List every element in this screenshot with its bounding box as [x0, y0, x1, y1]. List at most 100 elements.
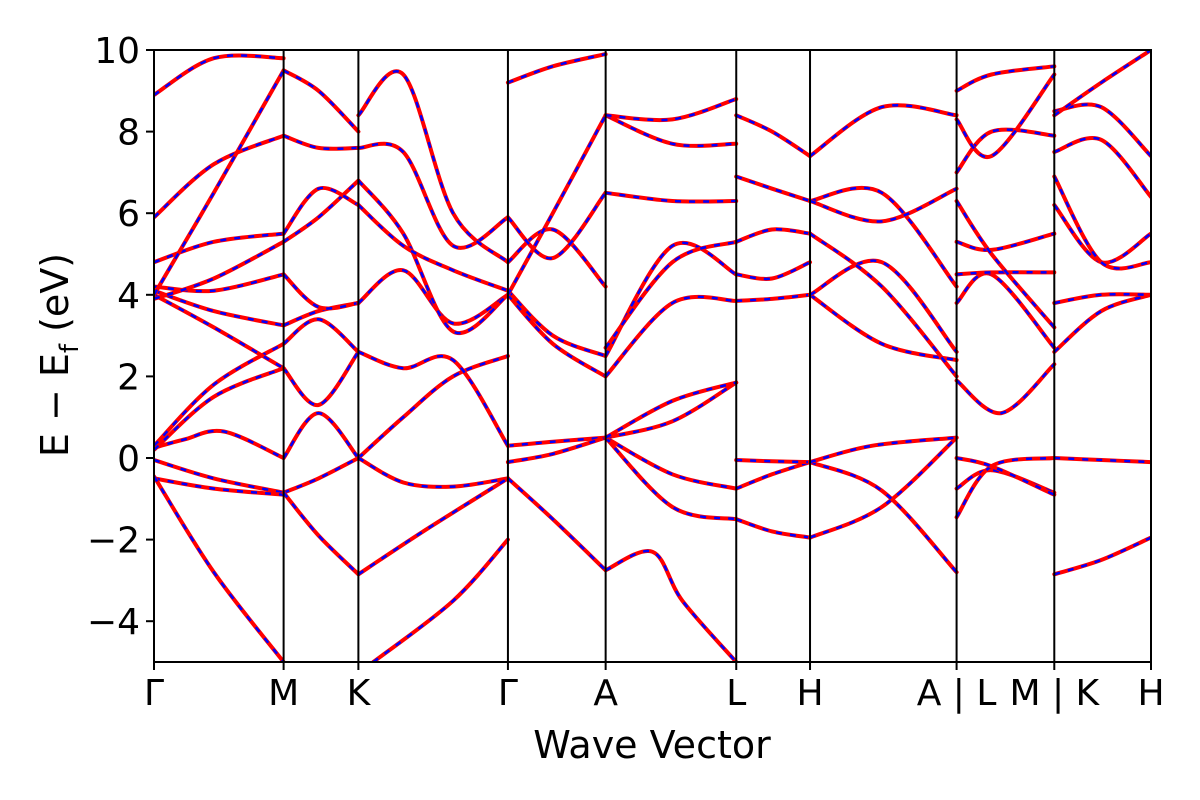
- band-line-dashed: [604, 240, 737, 349]
- x-tick-label: A | L: [917, 673, 997, 714]
- band-line-dashed: [507, 228, 607, 288]
- x-tick-label: K: [347, 673, 372, 714]
- x-tick-label: H: [1137, 673, 1164, 714]
- band-line-dashed: [154, 458, 284, 494]
- x-tick-label: M | K: [1009, 673, 1100, 714]
- band-line-dashed: [1054, 103, 1151, 157]
- band-line-dashed: [154, 475, 285, 662]
- band-line-dashed: [955, 73, 1056, 159]
- band-line-dashed: [955, 128, 1055, 174]
- x-tick-label: L: [726, 673, 746, 714]
- y-tick-label: 4: [117, 276, 140, 317]
- band-line-dashed: [1053, 175, 1151, 270]
- x-tick-label: A: [593, 673, 618, 714]
- band-line-dashed: [605, 549, 738, 662]
- band-line-dashed: [358, 142, 509, 250]
- band-line-dashed: [154, 293, 285, 370]
- band-line-solid: [734, 460, 812, 491]
- band-line-solid: [734, 260, 812, 281]
- band-line-dashed: [809, 293, 957, 362]
- band-line-solid: [505, 288, 608, 358]
- band-line-dashed: [956, 65, 1055, 92]
- y-tick-label: −2: [87, 521, 140, 562]
- band-line-solid: [734, 227, 812, 244]
- x-tick-label: H: [796, 673, 823, 714]
- band-line-dashed: [357, 204, 509, 292]
- band-line-dashed: [357, 477, 509, 576]
- band-line-dashed: [809, 436, 958, 539]
- band-line-dashed: [735, 114, 811, 158]
- y-tick-label: 6: [117, 194, 140, 235]
- band-line-dashed: [1054, 456, 1151, 464]
- band-line-solid: [154, 428, 286, 460]
- band-line-dashed: [955, 363, 1056, 415]
- band-line-dashed: [955, 456, 1055, 518]
- band-line-dashed: [507, 52, 606, 84]
- plot-frame: [153, 49, 1152, 663]
- y-tick-label: 8: [117, 113, 140, 154]
- band-line-solid: [734, 458, 812, 465]
- band-line-dashed: [605, 381, 737, 439]
- x-tick-label: Γ: [498, 673, 518, 714]
- band-line-dashed: [809, 103, 957, 158]
- band-line-dashed: [357, 179, 509, 335]
- y-tick-label: 10: [94, 31, 140, 72]
- band-line-dashed: [282, 351, 360, 407]
- band-line-dashed: [282, 179, 360, 243]
- kpath-lines: [282, 50, 1056, 662]
- band-line-solid: [603, 435, 739, 522]
- band-line-dashed: [283, 456, 359, 494]
- y-axis-title-unit: (eV): [33, 253, 77, 344]
- band-line-dashed: [506, 293, 607, 378]
- band-line-dashed: [956, 456, 1055, 496]
- band-line-dashed: [154, 477, 284, 496]
- y-tick-label: 2: [117, 357, 140, 398]
- band-line-dashed: [282, 69, 360, 133]
- band-line-solid: [281, 133, 361, 151]
- axes-frame: [153, 49, 1152, 663]
- bands-layer: [154, 50, 1151, 662]
- band-line-dashed: [282, 186, 359, 235]
- band-line-dashed: [809, 436, 957, 464]
- band-line-solid: [505, 113, 608, 297]
- band-line-dashed: [154, 367, 285, 451]
- band-line-dashed: [809, 187, 958, 223]
- band-line-dashed: [154, 342, 285, 447]
- band-line-solid: [1052, 535, 1151, 577]
- band-line-dashed: [809, 232, 958, 378]
- band-line-dashed: [154, 240, 285, 301]
- band-line-solid: [734, 517, 812, 540]
- band-line-dashed: [955, 272, 1056, 349]
- y-tick-label: −4: [87, 602, 140, 643]
- band-line-dashed: [507, 477, 607, 572]
- y-axis-title: E − Ef (eV): [33, 253, 85, 457]
- band-line-dashed: [955, 200, 1056, 329]
- band-line-solid: [281, 272, 361, 311]
- band-line-solid: [734, 292, 812, 303]
- band-line-dashed: [1054, 292, 1151, 305]
- plot-background: [154, 50, 1151, 662]
- y-axis-title-sub: f: [55, 343, 85, 353]
- y-axis-title-main: E − E: [33, 353, 77, 457]
- band-line-solid: [356, 349, 510, 448]
- x-axis-title: Wave Vector: [533, 723, 771, 767]
- band-line-dashed: [154, 232, 284, 264]
- x-axis-ticks: Γ M K Γ A L H A | L M | K H: [144, 662, 1165, 714]
- band-line-dashed: [154, 273, 284, 293]
- band-line-dashed: [956, 232, 1055, 252]
- band-line-dashed: [507, 436, 606, 464]
- band-line-dashed: [154, 69, 285, 296]
- band-line-dashed: [357, 269, 509, 325]
- band-line-dashed: [605, 114, 737, 148]
- band-line-dashed: [282, 491, 360, 576]
- band-line-dashed: [605, 191, 737, 203]
- band-line-dashed: [605, 436, 737, 490]
- band-line-dashed: [809, 186, 958, 288]
- band-line-dashed: [1053, 50, 1151, 117]
- band-line-dashed: [154, 134, 285, 219]
- x-tick-label: M: [268, 673, 299, 714]
- band-line-dashed: [357, 456, 509, 489]
- y-tick-label: 0: [117, 439, 140, 480]
- band-line-dashed: [604, 295, 737, 378]
